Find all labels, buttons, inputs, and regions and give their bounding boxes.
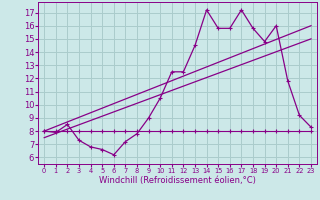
- X-axis label: Windchill (Refroidissement éolien,°C): Windchill (Refroidissement éolien,°C): [99, 176, 256, 185]
